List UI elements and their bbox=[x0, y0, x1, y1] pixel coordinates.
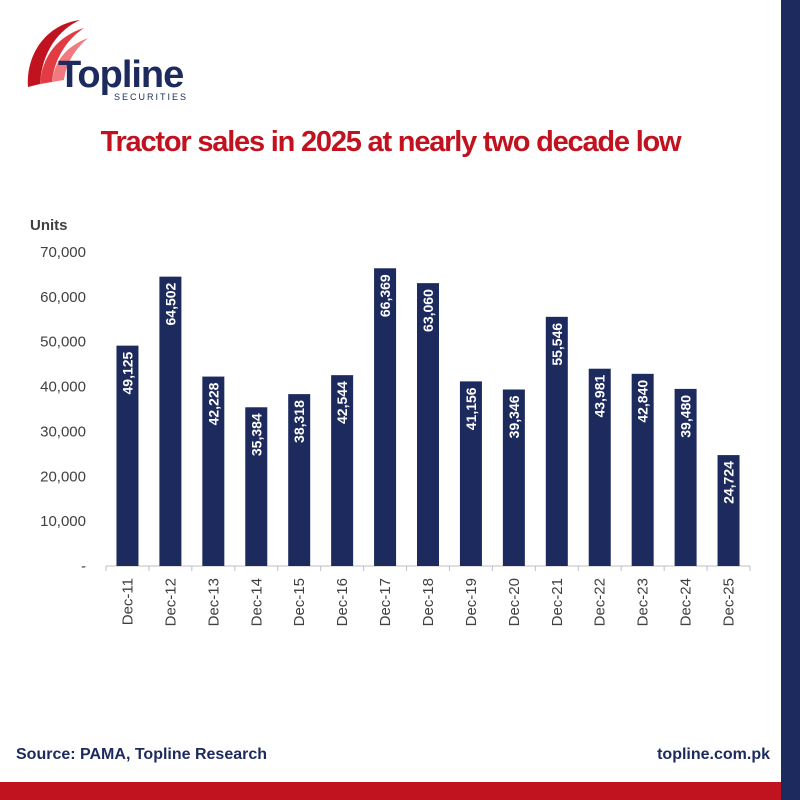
bar bbox=[202, 376, 225, 566]
x-tick-label: Dec-17 bbox=[377, 578, 394, 626]
x-tick-label: Dec-18 bbox=[420, 578, 437, 626]
y-tick-label: 50,000 bbox=[40, 334, 86, 351]
x-tick-label: Dec-24 bbox=[678, 578, 695, 626]
bar bbox=[588, 368, 611, 566]
bottom-accent-band bbox=[0, 782, 781, 800]
y-tick-label: 20,000 bbox=[40, 468, 86, 485]
bar-value-label: 49,125 bbox=[119, 351, 135, 394]
topline-logo: Topline SECURITIES bbox=[18, 12, 208, 102]
bar-value-label: 42,544 bbox=[334, 381, 350, 424]
y-tick-label: 40,000 bbox=[40, 379, 86, 396]
chart-title: Tractor sales in 2025 at nearly two deca… bbox=[100, 126, 682, 158]
y-tick-label: 60,000 bbox=[40, 289, 86, 306]
x-tick-label: Dec-19 bbox=[463, 578, 480, 626]
bar-value-label: 24,724 bbox=[721, 461, 737, 504]
y-tick-label: 30,000 bbox=[40, 423, 86, 440]
y-tick-label: - bbox=[81, 558, 86, 575]
bar-value-label: 38,318 bbox=[291, 400, 307, 443]
bar-value-label: 42,840 bbox=[635, 380, 651, 423]
bar-value-label: 35,384 bbox=[248, 413, 264, 456]
bar bbox=[288, 394, 311, 566]
bar bbox=[245, 407, 268, 566]
x-tick-label: Dec-15 bbox=[291, 578, 308, 626]
bar-value-label: 63,060 bbox=[420, 289, 436, 332]
x-tick-label: Dec-12 bbox=[162, 578, 179, 626]
bar bbox=[674, 388, 697, 566]
y-axis-label: Units bbox=[30, 217, 68, 234]
x-tick-label: Dec-23 bbox=[635, 578, 652, 626]
bar bbox=[717, 455, 740, 566]
bar-value-label: 66,369 bbox=[377, 274, 393, 317]
bar bbox=[417, 283, 439, 566]
x-tick-label: Dec-11 bbox=[119, 578, 136, 625]
bar bbox=[116, 345, 139, 566]
x-tick-label: Dec-22 bbox=[592, 578, 609, 626]
bar-value-label: 64,502 bbox=[162, 282, 178, 325]
x-tick-label: Dec-16 bbox=[334, 578, 351, 626]
y-tick-label: 10,000 bbox=[40, 513, 86, 530]
logo-swoosh-icon bbox=[27, 20, 88, 87]
bar-value-label: 55,546 bbox=[549, 323, 565, 366]
y-tick-label: 70,000 bbox=[40, 244, 86, 261]
bar-value-label: 42,228 bbox=[205, 382, 221, 425]
logo-subtitle: SECURITIES bbox=[114, 92, 189, 102]
bar-value-label: 41,156 bbox=[463, 387, 479, 430]
x-tick-label: Dec-21 bbox=[549, 578, 566, 626]
bar bbox=[502, 389, 525, 566]
bar bbox=[374, 268, 397, 566]
bar-chart: Units - 10,000 20,000 30,000 40,000 50,000 60,0… bbox=[30, 217, 751, 626]
website-link[interactable]: topline.com.pk bbox=[657, 746, 770, 763]
x-tick-label: Dec-13 bbox=[205, 578, 222, 626]
x-tick-label: Dec-14 bbox=[248, 578, 265, 626]
bar bbox=[459, 381, 482, 566]
bar-value-label: 39,346 bbox=[506, 395, 522, 438]
x-tick-label: Dec-25 bbox=[721, 578, 738, 626]
bar-value-label: 39,480 bbox=[678, 395, 694, 438]
bar bbox=[331, 375, 354, 566]
bar-value-label: 43,981 bbox=[592, 375, 608, 418]
bar bbox=[631, 373, 654, 566]
x-tick-label: Dec-20 bbox=[506, 578, 523, 626]
right-accent-band bbox=[781, 0, 800, 800]
source-note: Source: PAMA, Topline Research bbox=[16, 746, 268, 763]
bar bbox=[545, 316, 568, 566]
bar bbox=[159, 276, 182, 566]
logo-wordmark: Topline bbox=[58, 54, 184, 96]
